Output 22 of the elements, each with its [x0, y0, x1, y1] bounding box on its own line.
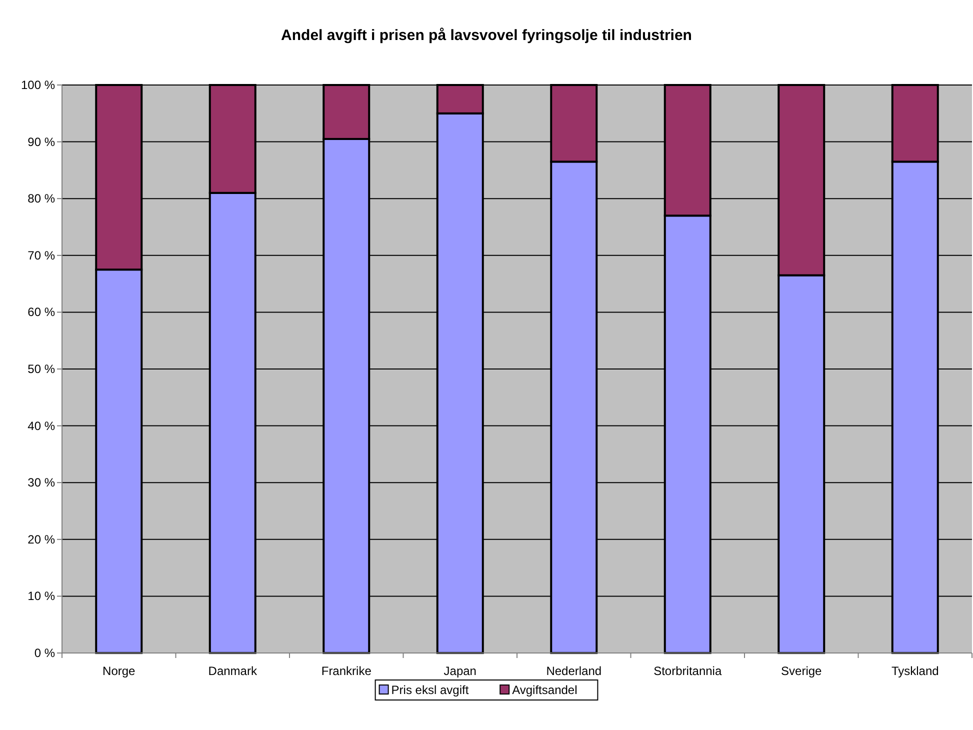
y-tick-label: 20 %	[28, 532, 56, 546]
x-tick-label: Danmark	[208, 664, 258, 678]
y-tick-label: 80 %	[28, 192, 56, 206]
y-tick-label: 100 %	[20, 78, 56, 92]
chart-title: Andel avgift i prisen på lavsvovel fyringsolje til industrien	[281, 27, 692, 44]
legend-label: Avgiftsandel	[512, 683, 578, 697]
y-tick-label: 40 %	[28, 418, 56, 433]
x-tick-label: Storbritannia	[654, 664, 722, 678]
y-tick-label: 0 %	[34, 646, 56, 660]
y-tick-label: 10 %	[28, 589, 56, 604]
y-tick-label: 50 %	[28, 362, 56, 376]
x-tick-label: Sverige	[781, 664, 822, 678]
x-tick-label: Norge	[102, 664, 136, 678]
x-tick-label: Frankrike	[321, 664, 372, 678]
x-tick-label: Nederland	[546, 664, 602, 678]
x-tick-label: Japan	[444, 664, 476, 678]
y-tick-label: 60 %	[28, 305, 56, 320]
legend-label: Pris eksl avgift	[391, 683, 470, 697]
y-tick-label: 70 %	[28, 248, 56, 262]
y-tick-label: 90 %	[28, 134, 56, 149]
x-tick-label: Tyskland	[891, 664, 939, 678]
y-tick-label: 30 %	[28, 476, 56, 490]
